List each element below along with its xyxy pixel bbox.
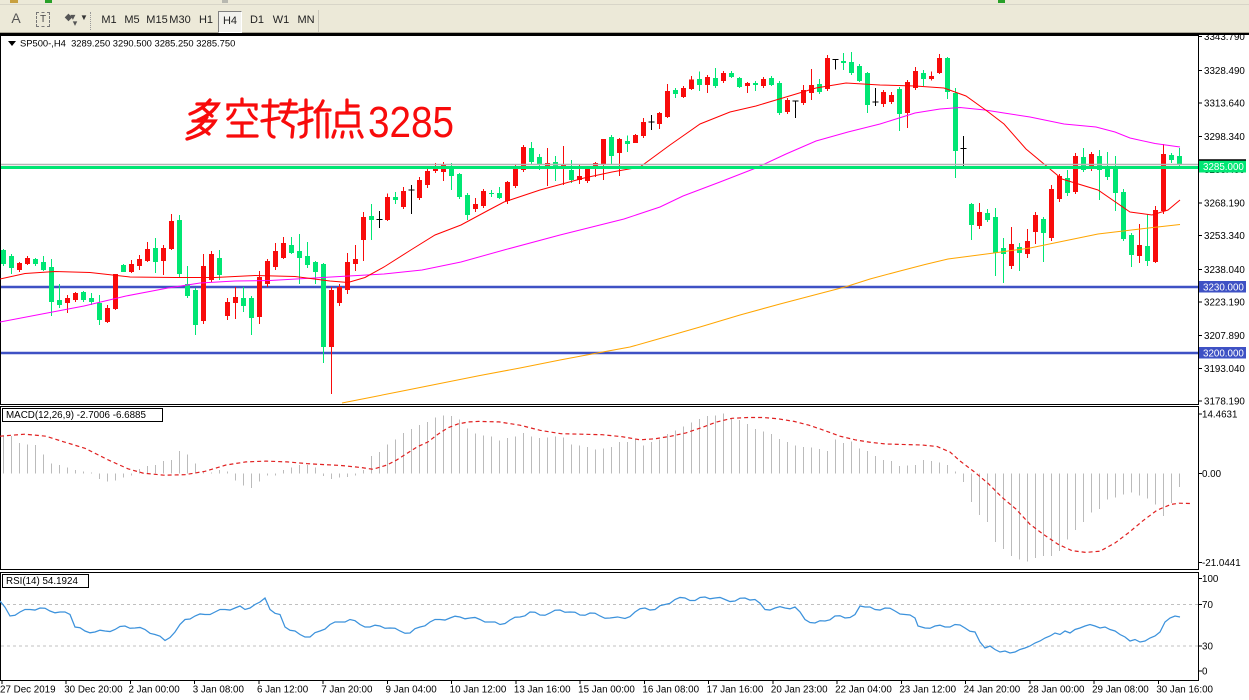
svg-text:28 Jan 00:00: 28 Jan 00:00 (1028, 685, 1085, 696)
svg-text:0.00: 0.00 (1202, 469, 1222, 480)
svg-text:0: 0 (1202, 667, 1208, 678)
svg-text:14.4631: 14.4631 (1202, 410, 1237, 421)
svg-text:7 Jan 20:00: 7 Jan 20:00 (321, 685, 373, 696)
svg-text:29 Jan 08:00: 29 Jan 08:00 (1092, 685, 1149, 696)
svg-text:3193.040: 3193.040 (1204, 364, 1245, 375)
svg-text:20 Jan 23:00: 20 Jan 23:00 (771, 685, 828, 696)
svg-text:22 Jan 04:00: 22 Jan 04:00 (835, 685, 892, 696)
svg-text:30 Dec 20:00: 30 Dec 20:00 (64, 685, 123, 696)
svg-text:3298.340: 3298.340 (1204, 132, 1245, 143)
svg-text:3230.000: 3230.000 (1203, 283, 1244, 294)
svg-text:24 Jan 20:00: 24 Jan 20:00 (964, 685, 1021, 696)
svg-text:3313.640: 3313.640 (1204, 99, 1245, 110)
svg-text:3285: 3285 (368, 98, 454, 147)
svg-text:SP500-,H4 3289.250 3290.500 3: SP500-,H4 3289.250 3290.500 3285.250 328… (20, 38, 235, 49)
svg-text:3 Jan 08:00: 3 Jan 08:00 (193, 685, 245, 696)
svg-text:70: 70 (1202, 600, 1213, 611)
svg-text:3285.000: 3285.000 (1203, 162, 1244, 173)
svg-text:RSI(14) 54.1924: RSI(14) 54.1924 (6, 576, 78, 587)
svg-text:27 Dec 2019: 27 Dec 2019 (0, 685, 56, 696)
svg-text:3200.000: 3200.000 (1203, 349, 1244, 360)
svg-text:30: 30 (1202, 642, 1213, 653)
svg-text:30 Jan 16:00: 30 Jan 16:00 (1156, 685, 1213, 696)
svg-text:3253.340: 3253.340 (1204, 231, 1245, 242)
svg-text:3223.190: 3223.190 (1204, 298, 1245, 309)
svg-text:100: 100 (1202, 574, 1219, 585)
svg-text:15 Jan 00:00: 15 Jan 00:00 (578, 685, 635, 696)
svg-text:13 Jan 16:00: 13 Jan 16:00 (514, 685, 571, 696)
svg-text:3343.790: 3343.790 (1204, 32, 1245, 43)
svg-text:6 Jan 12:00: 6 Jan 12:00 (257, 685, 309, 696)
svg-text:10 Jan 12:00: 10 Jan 12:00 (450, 685, 507, 696)
svg-text:3328.490: 3328.490 (1204, 66, 1245, 77)
svg-text:MACD(12,26,9) -2.7006 -6.6885: MACD(12,26,9) -2.7006 -6.6885 (6, 410, 147, 421)
svg-text:-21.0441: -21.0441 (1202, 558, 1241, 569)
svg-text:2 Jan 00:00: 2 Jan 00:00 (128, 685, 180, 696)
svg-text:3178.190: 3178.190 (1204, 397, 1245, 408)
svg-text:23 Jan 12:00: 23 Jan 12:00 (899, 685, 956, 696)
svg-text:9 Jan 04:00: 9 Jan 04:00 (385, 685, 437, 696)
svg-text:17 Jan 16:00: 17 Jan 16:00 (707, 685, 764, 696)
svg-text:3207.890: 3207.890 (1204, 331, 1245, 342)
svg-text:16 Jan 08:00: 16 Jan 08:00 (642, 685, 699, 696)
svg-text:3238.040: 3238.040 (1204, 265, 1245, 276)
svg-text:3268.190: 3268.190 (1204, 199, 1245, 210)
